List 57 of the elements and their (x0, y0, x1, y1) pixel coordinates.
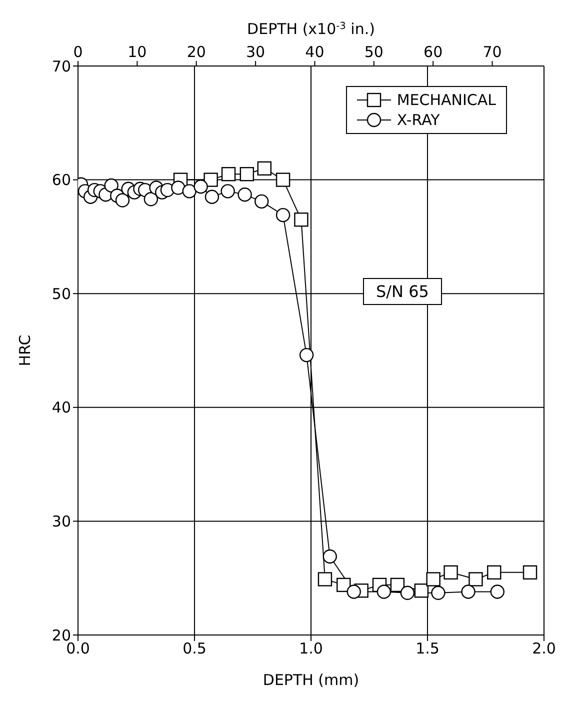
point (461, 584, 476, 599)
x2-tick-label: 50 (364, 43, 384, 61)
point (254, 194, 269, 209)
point (299, 348, 314, 362)
x2-tick-label: 10 (128, 43, 147, 61)
point (104, 178, 118, 193)
point (431, 586, 446, 600)
point (221, 167, 236, 182)
x-axis-title: DEPTH (mm) (262, 671, 360, 689)
y-tick-label: 40 (52, 398, 71, 417)
point (194, 180, 208, 194)
point (204, 172, 218, 187)
x2-axis-title: DEPTH (x10$^{-3}$ in.) (247, 20, 375, 38)
point (240, 167, 254, 182)
x-tick-label: 1.0 (299, 640, 323, 658)
point (144, 192, 158, 206)
y-tick-label: 60 (52, 171, 71, 190)
point (220, 184, 235, 198)
y-tick-label: 50 (52, 284, 71, 303)
y-axis-title: HRC (16, 334, 34, 366)
x-tick-label: 1.5 (416, 640, 440, 658)
x2-tick-label: 20 (186, 43, 206, 61)
point (490, 584, 504, 599)
point (444, 565, 458, 580)
point (276, 172, 290, 187)
point (468, 572, 483, 586)
point (376, 584, 392, 599)
point (238, 187, 252, 202)
x2-tick-label: 70 (482, 43, 502, 61)
point (522, 565, 538, 580)
point (400, 586, 415, 600)
x-tick-label: 0.0 (66, 640, 90, 658)
point (276, 208, 290, 222)
point (257, 161, 272, 176)
point (390, 578, 405, 592)
point (294, 212, 308, 227)
legend-label: X-RAY (396, 110, 440, 130)
x2-tick-label: 60 (424, 43, 443, 61)
point (322, 549, 337, 564)
point (346, 584, 361, 599)
annotation: S/N 65 (363, 278, 442, 305)
point (414, 584, 429, 598)
point (171, 180, 186, 195)
y-tick-label: 30 (52, 512, 71, 531)
point (487, 565, 502, 580)
point (426, 572, 440, 586)
x-tick-label: 2.0 (532, 640, 556, 658)
point (318, 572, 332, 586)
y-tick-label: 70 (52, 57, 71, 76)
x2-tick-label: 30 (246, 43, 266, 61)
x2-tick-label: 40 (305, 43, 324, 61)
point (182, 184, 196, 198)
legend-label: MECHANICAL (396, 90, 496, 110)
x2-tick-label: 0 (73, 43, 83, 61)
point (204, 190, 220, 204)
x-tick-label: 0.5 (182, 640, 206, 658)
point (115, 193, 130, 208)
